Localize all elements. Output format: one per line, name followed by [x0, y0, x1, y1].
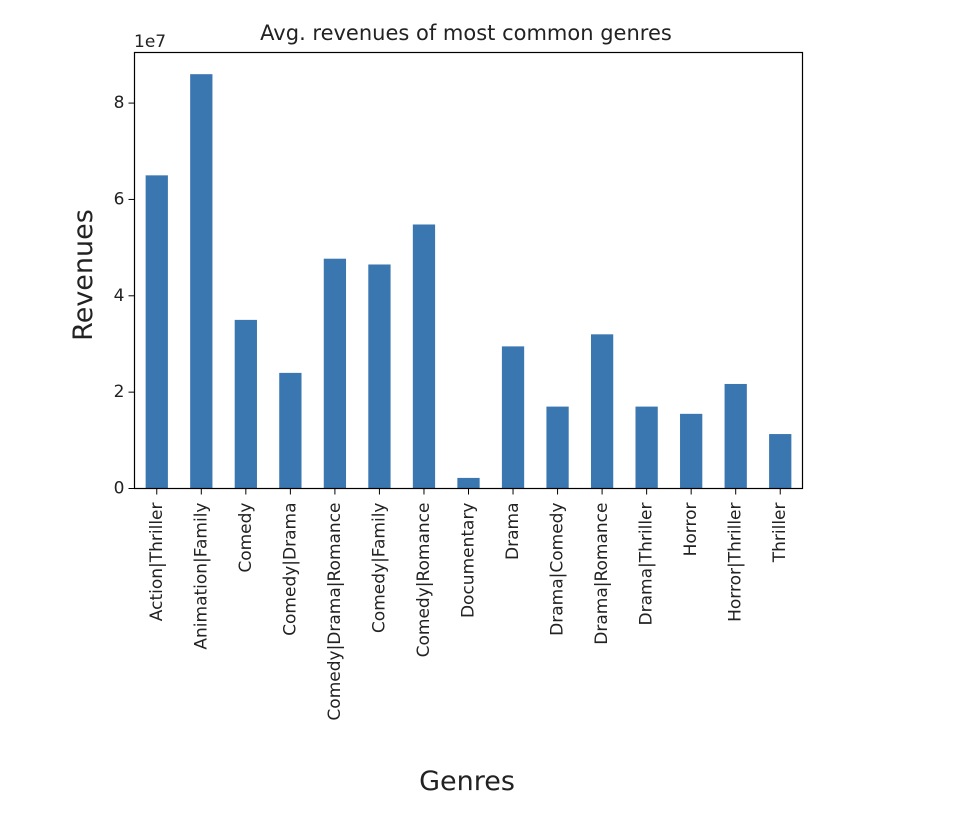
bar — [368, 264, 391, 489]
x-tick-label: Comedy — [236, 503, 256, 573]
bar — [635, 406, 658, 489]
y-tick-label: 8 — [114, 93, 125, 113]
bar — [279, 372, 302, 489]
x-tick-label: Horror — [681, 502, 701, 556]
x-tick-label: Comedy|Family — [369, 503, 389, 634]
y-tick-label: 6 — [114, 189, 125, 209]
bar — [412, 224, 436, 489]
x-tick-label: Comedy|Drama|Romance — [325, 503, 345, 721]
chart-title: Avg. revenues of most common genres — [260, 21, 672, 45]
x-tick-label: Animation|Family — [191, 503, 211, 650]
bar — [234, 319, 257, 489]
y-tick-label: 2 — [114, 382, 125, 402]
bar — [680, 413, 703, 489]
bar — [190, 74, 213, 489]
y-axis-title: Revenues — [68, 209, 99, 341]
x-tick-label: Action|Thriller — [147, 502, 167, 621]
x-tick-label: Comedy|Drama — [280, 503, 300, 636]
bar — [769, 434, 792, 489]
y-axis-offset-label: 1e7 — [134, 32, 166, 52]
bar — [323, 258, 347, 489]
bar — [590, 334, 614, 489]
x-tick-label: Horror|Thriller — [726, 502, 746, 621]
x-tick-label: Drama|Comedy — [548, 503, 568, 636]
bar — [145, 175, 168, 489]
bar — [724, 383, 747, 489]
bar — [457, 477, 480, 489]
bar — [546, 406, 569, 489]
x-tick-label: Thriller — [770, 502, 790, 563]
y-tick-label: 0 — [114, 479, 125, 499]
bars-group — [145, 74, 792, 489]
bar — [501, 346, 525, 489]
x-tick-label: Drama — [503, 503, 523, 560]
x-tick-label: Comedy|Romance — [414, 503, 434, 658]
y-ticks-group: 0 2 4 6 8 — [114, 93, 135, 499]
x-ticks-group: Action|Thriller Animation|Family Comedy Com… — [147, 488, 790, 721]
y-tick-label: 4 — [114, 286, 125, 306]
x-tick-label: Drama|Thriller — [637, 502, 657, 625]
x-axis-title: Genres — [419, 766, 515, 797]
x-tick-label: Drama|Romance — [592, 503, 612, 645]
x-tick-label: Documentary — [459, 503, 479, 619]
